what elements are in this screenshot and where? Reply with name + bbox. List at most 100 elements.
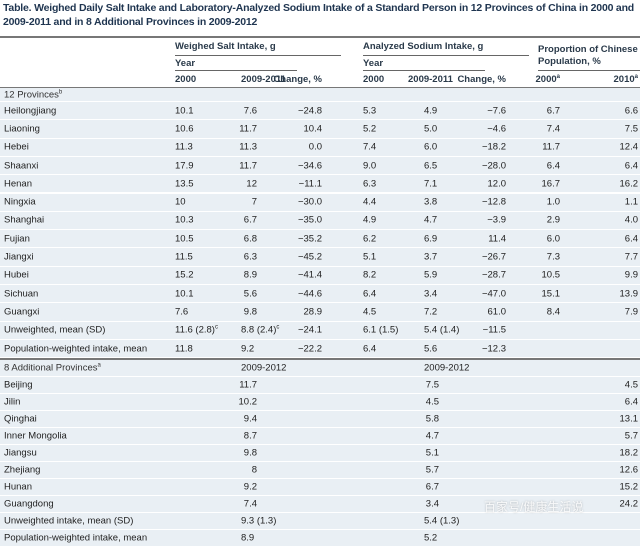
salt-2009-2012-text: 9.4 [243, 413, 257, 425]
sodium-change: 12.0 [488, 178, 507, 189]
sodium-2009-2011: 6.9 [424, 233, 437, 244]
pop-2010-label: 2010 [613, 74, 635, 85]
province: Heilongjiang [4, 105, 56, 116]
salt-change: 28.9 [304, 306, 323, 317]
pop-2000-text: 1.0 [546, 196, 560, 208]
province-text: Zhejiang [4, 464, 41, 476]
pop-2010-text: 7.9 [624, 306, 638, 318]
province: Shaanxi [4, 160, 38, 171]
sodium-2000: 4.5 [363, 306, 376, 317]
table-row: Beijing 11.7 7.5 4.5 [0, 377, 640, 395]
salt-change-text: −11.1 [298, 178, 322, 190]
salt-change: −41.4 [298, 270, 322, 281]
pop-2010: 12.6 [620, 465, 639, 476]
pop-2000-text: 6.0 [546, 233, 560, 245]
salt-2009-2011: 8.9 [244, 270, 257, 281]
sodium-2009-2012-text: 7.5 [425, 379, 439, 391]
sodium-2009-2011: 6.0 [424, 142, 437, 153]
salt-2000-text: 10 [175, 196, 186, 208]
row-label-text: Population-weighted intake, mean [4, 532, 148, 544]
table-row: Guangxi 7.6 9.8 28.9 4.5 7.2 61.0 8.4 7.9 [0, 303, 640, 322]
salt-change: −35.0 [298, 215, 322, 226]
salt-2009-2011-text: 7.6 [243, 105, 257, 117]
pop-2010: 6.4 [625, 397, 638, 408]
salt-change: −24.1 [298, 325, 322, 336]
sodium-2000: 4.4 [363, 197, 376, 208]
salt-2000: 17.9 [175, 160, 194, 171]
pop-2010: 6.4 [625, 233, 638, 244]
sodium-2000-text: 6.4 [363, 288, 377, 300]
row-label-text: Unweighted intake, mean (SD) [4, 515, 134, 527]
salt-2000: 11.6 (2.8)c [175, 325, 218, 336]
pop-2000-text: 2.9 [546, 214, 560, 226]
salt-2009-2011: 12 [246, 178, 257, 189]
table-row: Jiangxi 11.5 6.3 −45.2 5.1 3.7 −26.7 7.3 7.7 [0, 248, 640, 267]
salt-2000-text: 11.5 [175, 251, 193, 263]
pop-2000-text: 6.4 [546, 160, 560, 172]
pop-2010: 4.5 [625, 380, 638, 391]
salt-2000: 7.6 [175, 306, 188, 317]
sodium-2000-text: 6.2 [363, 233, 377, 245]
salt-2009-2012-text: 11.7 [239, 379, 257, 391]
sodium-2009-2011-text: 5.4 (1.4) [424, 324, 460, 336]
sodium-change-text: −11.5 [482, 324, 506, 336]
sodium-2009-2011-text: 5.9 [424, 269, 438, 281]
province: Henan [4, 178, 32, 189]
salt-change-text: −44.6 [297, 288, 322, 300]
population-weighted-row: Population-weighted intake, mean 8.9 5.2 [0, 530, 640, 547]
sodium-2009-2011: 7.1 [424, 178, 437, 189]
sodium-2009-2011: 7.2 [424, 306, 437, 317]
salt-2009-2012-text: 7.4 [243, 498, 257, 510]
salt-2009-2011: 6.8 [244, 233, 257, 244]
province: Ningxia [4, 197, 36, 208]
pop-2000-text: 7.4 [546, 123, 560, 135]
pop-2000: 7.3 [547, 252, 560, 263]
sodium-2009-2011: 6.5 [424, 160, 437, 171]
salt-change-text: −41.4 [297, 269, 322, 281]
sodium-2009-2011-text: 7.1 [424, 178, 438, 190]
pop-2010: 5.7 [625, 431, 638, 442]
province: Shanghai [4, 215, 44, 226]
sodium-change-header: Change, % [457, 74, 506, 85]
pop-2010: 12.4 [620, 142, 639, 153]
province: Hunan [4, 482, 32, 493]
pop-2010: 16.2 [620, 178, 639, 189]
sodium-2000: 6.4 [363, 343, 376, 354]
province-text: Jilin [4, 396, 21, 408]
salt-2000-text: 11.8 [175, 343, 193, 355]
sodium-2009-2011: 4.7 [424, 215, 437, 226]
salt-2009-2011-text: 6.7 [243, 214, 257, 226]
sodium-2009-2011-text: 7.2 [424, 306, 438, 318]
sodium-2000: 5.3 [363, 105, 376, 116]
province-text: Ningxia [4, 196, 36, 208]
sodium-change: −28.7 [482, 270, 506, 281]
sodium-2000: 7.4 [363, 142, 376, 153]
pop-2000-header: 2000a [536, 74, 560, 85]
province: Fujian [4, 233, 30, 244]
sodium-2009-2011: 3.7 [424, 252, 437, 263]
salt-2009-2011: 11.3 [239, 142, 257, 153]
table-row: Jilin 10.2 4.5 6.4 [0, 394, 640, 412]
sodium-2009-2011-text: 5.6 [424, 343, 438, 355]
table-row: Sichuan 10.1 5.6 −44.6 6.4 3.4 −47.0 15.1 13.9 [0, 285, 640, 304]
pop-2010-text: 6.6 [624, 105, 638, 117]
table-title: Table. Weighed Daily Salt Intake and Lab… [3, 2, 635, 28]
pop-2010-text: 1.1 [624, 196, 638, 208]
table-row: Hunan 9.2 6.7 15.2 [0, 479, 640, 497]
sodium-2009-2012: 4.7 [426, 431, 439, 442]
salt-2009-2011-text: 7 [251, 196, 257, 208]
salt-2009-2012: 8.9 [241, 533, 254, 544]
province: Qinghai [4, 414, 37, 425]
section-label-text: 12 Provinces [4, 89, 59, 100]
sodium-change: −12.8 [482, 197, 506, 208]
sodium-2009-2012-text: 5.4 (1.3) [424, 515, 460, 527]
unweighted-row: Unweighted, mean (SD) 11.6 (2.8)c 8.8 (2.4… [0, 321, 640, 340]
salt-2009-2011: 7.6 [244, 105, 257, 116]
salt-2000-text: 11.6 (2.8) [175, 324, 215, 336]
sodium-2000: 8.2 [363, 270, 376, 281]
salt-change: −22.2 [298, 343, 322, 354]
salt-2009-2011-text: 11.7 [239, 123, 257, 135]
pop-2000: 6.4 [547, 160, 560, 171]
salt-2000-header: 2000 [175, 74, 197, 85]
sodium-change-text: 11.4 [488, 233, 506, 245]
